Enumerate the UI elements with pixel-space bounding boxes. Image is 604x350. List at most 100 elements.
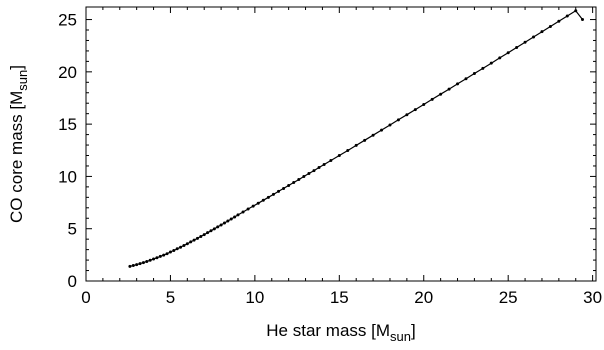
- data-point: [261, 198, 265, 202]
- data-point: [557, 19, 561, 23]
- data-point: [523, 40, 527, 44]
- plot-frame: [85, 6, 597, 282]
- data-point: [206, 231, 210, 235]
- data-point: [371, 133, 375, 137]
- data-point: [472, 72, 476, 76]
- data-point: [168, 250, 172, 254]
- data-point: [135, 263, 139, 267]
- y-tick-label: 15: [58, 115, 77, 134]
- series-layer: [128, 9, 584, 268]
- data-point: [354, 143, 358, 147]
- data-point: [222, 221, 226, 225]
- data-point: [175, 247, 179, 251]
- data-point: [271, 192, 275, 196]
- data-point: [251, 204, 255, 208]
- data-point: [548, 24, 552, 28]
- data-point: [506, 51, 510, 55]
- data-point: [464, 77, 468, 81]
- data-point: [236, 213, 240, 217]
- data-point: [219, 223, 223, 227]
- data-point: [138, 262, 142, 266]
- data-point: [302, 175, 306, 179]
- data-point: [209, 229, 213, 233]
- data-point: [489, 61, 493, 65]
- data-point: [155, 256, 159, 260]
- data-point: [229, 217, 233, 221]
- data-point: [337, 154, 341, 158]
- data-point: [439, 92, 443, 96]
- y-tick-label: 25: [58, 11, 77, 30]
- data-point: [297, 178, 301, 182]
- data-point: [396, 118, 400, 122]
- x-tick-label: 15: [330, 288, 349, 307]
- data-point: [287, 184, 291, 188]
- data-point: [152, 257, 156, 261]
- x-tick-label: 10: [245, 288, 264, 307]
- data-point: [128, 264, 132, 268]
- data-point: [405, 113, 409, 117]
- data-point: [141, 261, 145, 265]
- data-point: [241, 210, 245, 214]
- data-point: [233, 215, 237, 219]
- data-point: [317, 166, 321, 170]
- data-point: [430, 97, 434, 101]
- data-point: [256, 201, 260, 205]
- data-point: [162, 253, 166, 257]
- series-line: [129, 10, 583, 267]
- y-axis: 0 5 10 15 20 25: [58, 11, 596, 291]
- data-point: [292, 180, 296, 184]
- x-tick-label: 25: [499, 288, 518, 307]
- data-point: [447, 87, 451, 91]
- data-point: [172, 248, 176, 252]
- data-point: [202, 233, 206, 237]
- x-tick-label: 20: [414, 288, 433, 307]
- data-point: [422, 102, 426, 106]
- data-point: [413, 108, 417, 112]
- y-tick-label: 10: [58, 167, 77, 186]
- x-axis-title: He star mass [Msun]: [266, 321, 415, 344]
- data-point: [346, 148, 350, 152]
- data-point: [282, 186, 286, 190]
- data-point: [565, 14, 569, 18]
- data-point: [192, 238, 196, 242]
- x-tick-label: 5: [166, 288, 175, 307]
- data-point: [580, 18, 584, 22]
- data-point: [498, 56, 502, 60]
- x-axis: 0 5 10 15 20 25 30: [81, 7, 602, 307]
- data-point: [388, 123, 392, 127]
- data-point: [574, 9, 578, 13]
- y-tick-label: 20: [58, 63, 77, 82]
- y-tick-label: 5: [68, 220, 77, 239]
- data-point: [216, 225, 220, 229]
- x-tick-label: 30: [583, 288, 602, 307]
- data-point: [312, 169, 316, 173]
- data-point: [185, 242, 189, 246]
- data-point: [246, 207, 250, 211]
- data-point: [199, 234, 203, 238]
- y-axis-title: CO core mass [Msun]: [7, 65, 30, 223]
- data-point: [481, 66, 485, 70]
- data-point: [277, 189, 281, 193]
- x-tick-label: 0: [81, 288, 90, 307]
- data-point: [456, 82, 460, 86]
- data-point: [515, 45, 519, 49]
- data-point: [145, 259, 149, 263]
- data-point: [266, 195, 270, 199]
- data-point: [148, 258, 152, 262]
- data-point: [212, 227, 216, 231]
- data-point: [182, 243, 186, 247]
- data-point: [165, 252, 169, 256]
- data-point: [226, 219, 230, 223]
- data-point: [532, 35, 536, 39]
- data-point: [363, 138, 367, 142]
- y-tick-label: 0: [68, 272, 77, 291]
- data-point: [189, 240, 193, 244]
- data-point: [540, 30, 544, 34]
- data-point: [131, 264, 135, 268]
- data-point: [195, 236, 199, 240]
- data-point: [329, 159, 333, 163]
- data-point: [307, 171, 311, 175]
- data-point: [158, 254, 162, 258]
- data-point: [322, 162, 326, 166]
